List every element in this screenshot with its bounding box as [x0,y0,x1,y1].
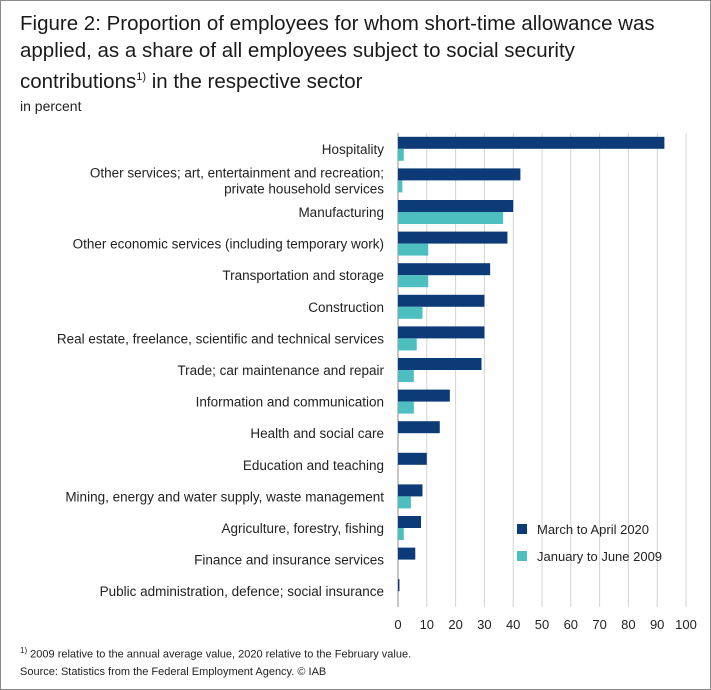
x-tick-label: 40 [506,617,520,632]
legend-swatch [517,524,527,534]
footnote-block: 1) 2009 relative to the annual average v… [20,642,411,681]
bar-2020 [398,421,440,434]
x-tick-label: 20 [448,617,462,632]
footnote-mark: 1) [20,646,28,655]
x-tick-label: 90 [650,617,664,632]
bar-2020 [398,231,508,244]
legend-swatch [517,551,527,561]
chart-title-suffix: in the respective sector [146,69,363,93]
bar-2020 [398,168,521,181]
bar-2009 [398,243,429,256]
bar-2009 [398,401,414,414]
bar-2009 [398,306,423,319]
bar-2009 [398,338,417,351]
chart-title-text: Figure 2: Proportion of employees for wh… [20,12,655,93]
category-label: Real estate, freelance, scientific and t… [57,331,384,346]
category-label: Finance and insurance services [194,553,384,568]
bar-2020 [398,294,485,307]
category-label: Mining, energy and water supply, waste m… [65,489,384,504]
x-tick-label: 0 [394,617,401,632]
chart-title: Figure 2: Proportion of employees for wh… [20,10,700,95]
category-label: Other economic services (including tempo… [73,237,384,252]
bar-2020 [398,200,514,212]
category-label: Information and communication [196,395,384,410]
x-tick-label: 50 [535,617,549,632]
source-note: Source: Statistics from the Federal Empl… [20,665,327,678]
bar-2020 [398,326,485,339]
bar-2009 [398,180,403,193]
bar-2020 [398,358,482,370]
category-label-line: private household services [224,181,384,196]
category-label: Agriculture, forestry, fishing [221,521,384,536]
category-label: Construction [308,300,384,315]
category-label: Trade; car maintenance and repair [177,363,384,378]
footnote: 1) 2009 relative to the annual average v… [20,642,411,664]
bar-2020 [398,136,665,149]
x-tick-label: 30 [477,617,491,632]
legend-label: March to April 2020 [537,522,649,537]
legend-label: January to June 2009 [537,549,662,564]
category-label: Manufacturing [298,205,384,220]
bar-2020 [398,547,416,560]
category-label: Education and teaching [243,458,384,473]
category-label: Public administration, defence; social i… [100,584,384,599]
title-footnote-mark: 1) [136,71,147,83]
footnote-text: 2009 relative to the annual average valu… [27,648,412,661]
category-label-line: Other services; art, entertainment and r… [90,165,384,180]
x-tick-label: 60 [564,617,578,632]
bar-2009 [398,528,404,540]
bar-2020 [398,389,450,402]
x-tick-label: 80 [621,617,635,632]
category-label: Hospitality [322,142,385,157]
bar-2020 [398,516,422,528]
category-label: Health and social care [250,426,384,441]
bar-2020 [398,579,400,592]
unit-label: in percent [20,98,82,114]
x-tick-label: 70 [592,617,606,632]
bar-2020 [398,452,427,465]
bar-2020 [398,263,491,276]
bar-2009 [398,496,411,509]
x-tick-label: 100 [675,617,697,632]
bar-2009 [398,370,414,382]
category-label: Other services; art, entertainment and r… [90,165,384,196]
bar-2009 [398,212,504,224]
x-tick-label: 10 [420,617,434,632]
bar-2009 [398,148,404,161]
bar-2020 [398,484,423,497]
bar-2009 [398,275,429,288]
bar-chart: 0 10 20 30 40 50 60 70 80 90 100 Hospitality Other s… [57,133,697,632]
category-label: Transportation and storage [222,268,384,283]
